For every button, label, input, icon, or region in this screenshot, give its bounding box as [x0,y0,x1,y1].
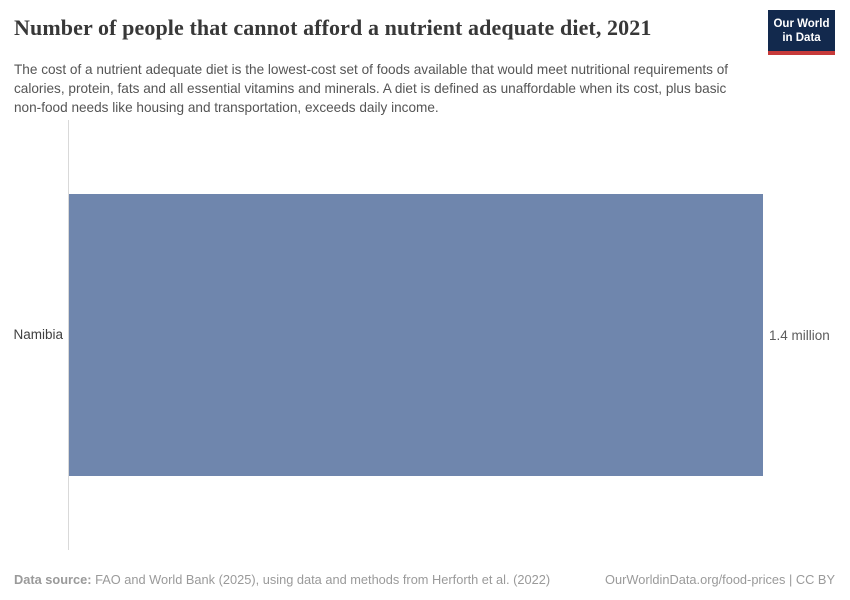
data-source-label: Data source: [14,572,92,587]
owid-logo-text-line2: in Data [782,32,821,44]
y-axis-line [68,120,69,550]
value-label-namibia: 1.4 million [769,328,830,343]
category-label-namibia: Namibia [13,327,63,342]
owid-logo[interactable]: Our World in Data [768,10,835,55]
data-source-text: FAO and World Bank (2025), using data an… [95,572,551,587]
data-source-note: Data source: FAO and World Bank (2025), … [14,572,550,587]
bar-namibia[interactable] [69,194,763,476]
plot-area [69,120,763,550]
chart-footer: Data source: FAO and World Bank (2025), … [14,572,835,587]
page-title: Number of people that cannot afford a nu… [14,15,652,40]
owid-license-link[interactable]: OurWorldinData.org/food-prices | CC BY [605,572,835,587]
owid-logo-text-line1: Our World [773,18,830,30]
chart-subtitle: The cost of a nutrient adequate diet is … [14,62,729,115]
